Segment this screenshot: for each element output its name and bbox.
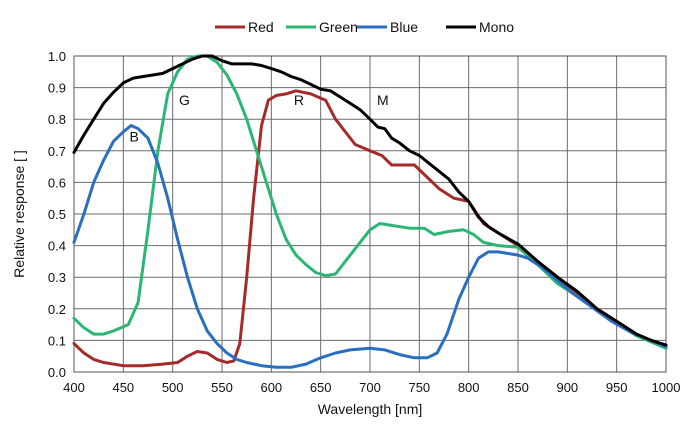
x-tick-label: 700 xyxy=(359,380,381,395)
y-axis-ticks: 0.0 0.1 0.2 0.3 0.4 0.5 0.6 0.7 0.8 0.9 1.0 xyxy=(48,49,66,380)
y-tick-label: 0.8 xyxy=(48,112,66,127)
y-tick-label: 0.1 xyxy=(48,333,66,348)
y-tick-label: 1.0 xyxy=(48,49,66,64)
x-tick-label: 750 xyxy=(408,380,430,395)
legend-label-green: Green xyxy=(319,19,358,35)
y-tick-label: 0.4 xyxy=(48,239,66,254)
x-tick-label: 850 xyxy=(507,380,529,395)
y-tick-label: 0.5 xyxy=(48,207,66,222)
y-tick-label: 0.3 xyxy=(48,270,66,285)
x-tick-label: 600 xyxy=(260,380,282,395)
curve-label: B xyxy=(130,128,139,144)
y-tick-label: 0.7 xyxy=(48,144,66,159)
annotation-layer: B G R M xyxy=(130,92,389,144)
x-tick-label: 550 xyxy=(211,380,233,395)
series-line-mono xyxy=(72,54,668,347)
y-axis-title: Relative response [ ] xyxy=(11,150,27,278)
series-layer xyxy=(72,54,668,369)
series-line-blue xyxy=(72,124,668,369)
y-tick-label: 0.6 xyxy=(48,175,66,190)
x-tick-label: 900 xyxy=(556,380,578,395)
x-tick-label: 1000 xyxy=(652,380,681,395)
x-axis-ticks: 400 450 500 550 600 650 700 750 800 850 900 950 1000 xyxy=(63,380,680,395)
x-tick-label: 500 xyxy=(162,380,184,395)
series-line-green xyxy=(72,54,668,350)
x-axis-title: Wavelength [nm] xyxy=(318,401,423,417)
x-tick-label: 650 xyxy=(310,380,332,395)
grid xyxy=(73,55,667,373)
y-tick-label: 0.2 xyxy=(48,302,66,317)
plot-frame xyxy=(73,55,667,373)
x-tick-label: 400 xyxy=(63,380,85,395)
curve-label: R xyxy=(294,92,304,108)
legend-label-mono: Mono xyxy=(479,19,514,35)
legend-label-red: Red xyxy=(248,19,274,35)
legend-label-blue: Blue xyxy=(390,19,418,35)
x-tick-label: 450 xyxy=(112,380,134,395)
x-tick-label: 950 xyxy=(606,380,628,395)
x-tick-label: 800 xyxy=(458,380,480,395)
y-tick-label: 0.9 xyxy=(48,81,66,96)
curve-label: M xyxy=(377,92,389,108)
y-tick-label: 0.0 xyxy=(48,365,66,380)
curve-label: G xyxy=(179,92,190,108)
legend: Red Green Blue Mono xyxy=(215,19,514,35)
